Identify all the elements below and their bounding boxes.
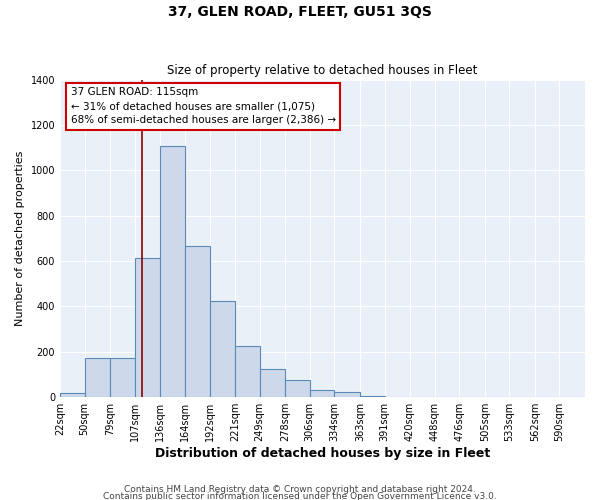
Bar: [209, 301, 235, 397]
Bar: [260, 369, 285, 397]
Bar: [235, 346, 260, 397]
Text: 37, GLEN ROAD, FLEET, GU51 3QS: 37, GLEN ROAD, FLEET, GU51 3QS: [168, 5, 432, 19]
Bar: [360, 396, 385, 397]
Bar: [185, 246, 209, 397]
Bar: [110, 358, 135, 397]
X-axis label: Distribution of detached houses by size in Fleet: Distribution of detached houses by size …: [155, 447, 490, 460]
Text: Contains public sector information licensed under the Open Government Licence v3: Contains public sector information licen…: [103, 492, 497, 500]
Bar: [160, 146, 185, 397]
Bar: [60, 392, 85, 397]
Text: 37 GLEN ROAD: 115sqm
← 31% of detached houses are smaller (1,075)
68% of semi-de: 37 GLEN ROAD: 115sqm ← 31% of detached h…: [71, 88, 335, 126]
Y-axis label: Number of detached properties: Number of detached properties: [15, 150, 25, 326]
Bar: [85, 358, 110, 397]
Bar: [310, 390, 334, 397]
Bar: [135, 258, 160, 397]
Title: Size of property relative to detached houses in Fleet: Size of property relative to detached ho…: [167, 64, 478, 77]
Bar: [334, 392, 360, 397]
Text: Contains HM Land Registry data © Crown copyright and database right 2024.: Contains HM Land Registry data © Crown c…: [124, 486, 476, 494]
Bar: [285, 380, 310, 397]
